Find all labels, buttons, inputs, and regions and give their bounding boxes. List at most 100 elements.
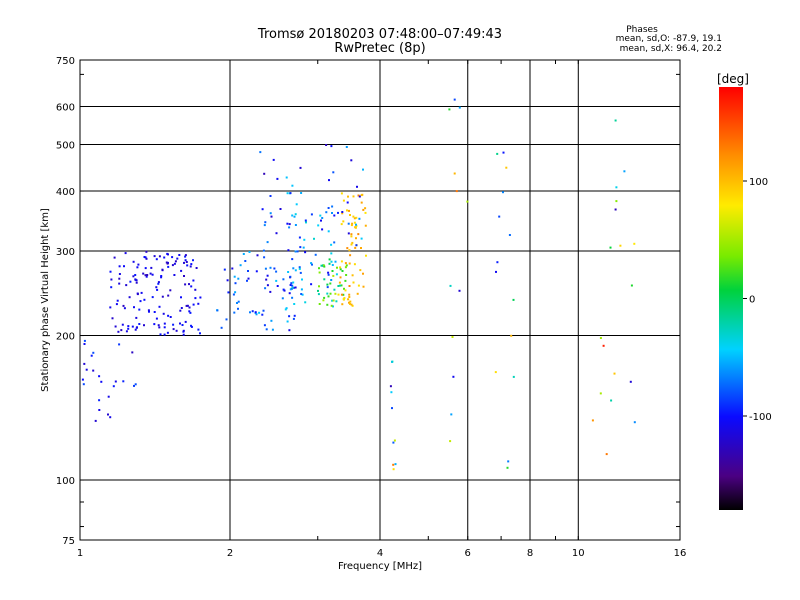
echo-point	[331, 299, 334, 302]
echo-point	[118, 343, 121, 346]
echo-point	[264, 221, 267, 224]
echo-point	[189, 311, 192, 314]
echo-point	[348, 249, 351, 252]
echo-point	[172, 323, 175, 326]
echo-point	[169, 289, 172, 292]
echo-point	[151, 273, 154, 276]
echo-point	[263, 256, 266, 259]
echo-point	[340, 223, 343, 226]
echo-point	[158, 255, 161, 258]
echo-point	[226, 279, 229, 282]
echo-point	[169, 316, 172, 318]
echo-point	[392, 463, 395, 466]
echo-point	[304, 251, 307, 254]
echo-point	[502, 151, 505, 154]
echo-point	[599, 392, 602, 395]
echo-point	[263, 172, 266, 175]
echo-point	[301, 293, 304, 296]
echo-point	[285, 176, 288, 179]
echo-point	[296, 250, 299, 253]
echo-point	[120, 329, 123, 332]
echo-point	[335, 300, 338, 303]
echo-point	[340, 260, 343, 263]
echo-point	[98, 409, 101, 411]
echo-point	[83, 343, 86, 345]
echo-point	[391, 360, 394, 363]
echo-point	[310, 262, 313, 265]
echo-point	[234, 282, 237, 285]
echo-point	[355, 223, 357, 226]
echo-point	[342, 199, 345, 202]
echo-point	[289, 284, 292, 286]
echo-point	[146, 274, 149, 276]
echo-point	[347, 232, 350, 235]
echo-point	[282, 278, 285, 281]
echo-point	[327, 271, 330, 274]
echo-point	[113, 256, 116, 259]
echo-point	[233, 311, 236, 314]
echo-point	[98, 399, 101, 402]
echo-point	[337, 293, 340, 296]
phases-o-stats: mean, sd,O: -87.9, 19.1	[615, 34, 722, 44]
echo-point	[109, 416, 112, 419]
y-tick-label: 100	[56, 476, 75, 487]
echo-point	[174, 260, 177, 263]
echo-point	[292, 317, 295, 320]
echo-point	[350, 243, 353, 246]
echo-point	[182, 333, 185, 336]
echo-point	[163, 256, 166, 259]
echo-point	[110, 286, 113, 289]
echo-point	[609, 246, 612, 249]
echo-point	[311, 263, 313, 266]
echo-point	[345, 274, 348, 276]
echo-point	[355, 224, 358, 227]
echo-point	[458, 106, 461, 109]
echo-point	[158, 305, 161, 308]
echo-point	[183, 261, 185, 264]
echo-point	[134, 274, 137, 276]
x-tick-label: 2	[227, 548, 233, 559]
echo-point	[131, 325, 134, 328]
echo-point	[310, 283, 313, 286]
echo-point	[237, 277, 240, 280]
echo-point	[362, 168, 364, 171]
echo-point	[287, 271, 290, 273]
echo-point	[339, 284, 342, 287]
echo-point	[334, 292, 337, 295]
echo-point	[153, 311, 156, 313]
echo-point	[264, 287, 267, 290]
echo-point	[144, 267, 147, 270]
echo-point	[333, 288, 336, 291]
echo-point	[342, 293, 345, 296]
echo-point	[332, 299, 335, 302]
echo-point	[348, 262, 351, 265]
echo-point	[327, 230, 330, 233]
echo-point	[331, 270, 334, 272]
echo-point	[291, 214, 294, 217]
echo-point	[127, 327, 130, 330]
echo-point	[185, 304, 188, 307]
echo-point	[365, 254, 367, 257]
echo-point	[199, 332, 201, 335]
echo-point	[128, 296, 131, 299]
echo-point	[275, 232, 278, 235]
echo-point	[466, 200, 469, 203]
echo-point	[269, 212, 272, 215]
echo-point	[109, 306, 112, 309]
echo-point	[392, 468, 395, 471]
echo-point	[512, 375, 515, 378]
y-tick-label: 500	[56, 141, 75, 152]
echo-point	[262, 309, 265, 312]
echo-point	[330, 252, 333, 255]
echo-point	[507, 460, 510, 463]
echo-point	[184, 320, 187, 323]
echo-point	[349, 300, 352, 303]
echo-point	[192, 259, 194, 262]
echo-point	[181, 324, 184, 326]
echo-point	[354, 246, 357, 249]
echo-point	[330, 243, 333, 246]
echo-point	[292, 267, 295, 270]
x-tick-label: 4	[377, 548, 383, 559]
echo-point	[118, 277, 121, 280]
